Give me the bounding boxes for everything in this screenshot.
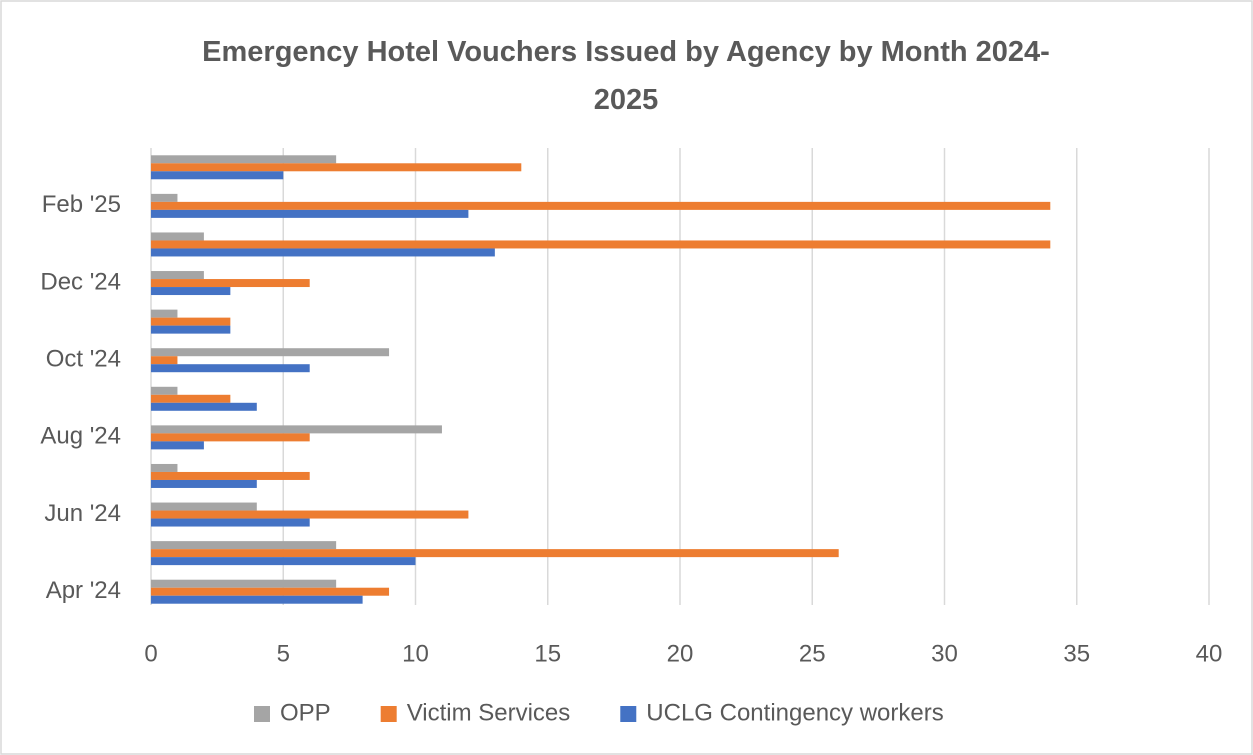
bar	[151, 549, 839, 558]
bar	[151, 155, 337, 164]
bar	[151, 386, 178, 395]
bar	[151, 171, 284, 180]
legend-label: OPP	[280, 699, 331, 726]
bar	[151, 479, 257, 488]
bar	[151, 240, 1051, 249]
bar	[151, 587, 390, 596]
y-tick-label: Apr '24	[46, 577, 121, 604]
x-tick-label: 40	[1196, 640, 1223, 667]
bar	[151, 579, 337, 588]
y-tick-label: Jun '24	[44, 500, 121, 527]
bar	[151, 441, 204, 450]
x-tick-label: 5	[277, 640, 290, 667]
bar	[151, 356, 178, 365]
legend-swatch	[254, 706, 270, 722]
bar	[151, 510, 469, 519]
x-tick-label: 30	[931, 640, 958, 667]
bar	[151, 287, 231, 296]
chart-title: Emergency Hotel Vouchers Issued by Agenc…	[202, 36, 1050, 116]
x-tick-label: 20	[667, 640, 694, 667]
bar	[151, 325, 231, 334]
x-tick-label: 35	[1063, 640, 1090, 667]
bar	[151, 348, 390, 357]
bar	[151, 163, 522, 172]
legend-label: Victim Services	[407, 699, 571, 726]
x-tick-label: 15	[534, 640, 561, 667]
bar	[151, 471, 310, 480]
legend-swatch	[620, 706, 637, 722]
bar	[151, 541, 337, 550]
bar	[151, 209, 469, 218]
bar	[151, 279, 310, 288]
bar	[151, 193, 178, 202]
bar	[151, 502, 257, 511]
y-tick-label: Dec '24	[40, 268, 121, 295]
y-tick-label: Feb '25	[42, 191, 121, 218]
y-tick-label: Oct '24	[46, 346, 121, 373]
bar	[151, 425, 442, 434]
y-tick-label: Aug '24	[40, 423, 121, 450]
legend-label: UCLG Contingency workers	[646, 699, 943, 726]
bar	[151, 317, 231, 326]
bar	[151, 309, 178, 318]
bar	[151, 402, 257, 411]
bar	[151, 201, 1051, 210]
bar	[151, 271, 204, 280]
bar	[151, 364, 310, 373]
x-tick-label: 10	[402, 640, 429, 667]
bar	[151, 248, 495, 257]
bar	[151, 433, 310, 442]
bar	[151, 394, 231, 403]
bar	[151, 557, 416, 566]
legend-swatch	[380, 706, 397, 722]
bar	[151, 595, 363, 604]
bar	[151, 232, 204, 241]
x-tick-label: 0	[144, 640, 157, 667]
bar	[151, 518, 310, 527]
bar	[151, 463, 178, 472]
x-tick-label: 25	[799, 640, 826, 667]
